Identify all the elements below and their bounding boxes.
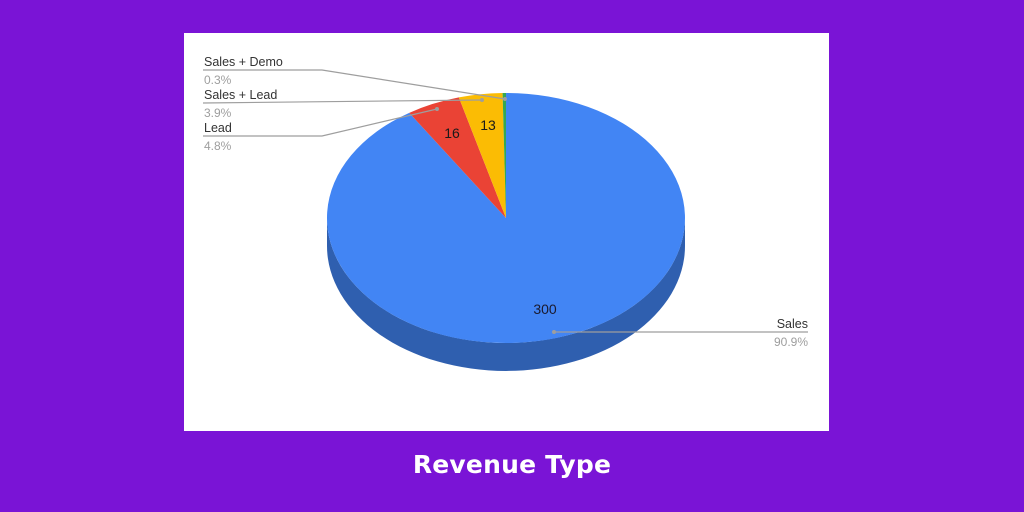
leader-sales-lead (202, 99, 483, 104)
pct-sales-lead: 3.9% (204, 106, 232, 120)
slice-sales-lead[interactable] (458, 93, 506, 218)
slice-value-lead: 16 (444, 125, 460, 141)
pie-side (327, 218, 685, 371)
label-lead: Lead (204, 121, 232, 135)
slice-sales[interactable] (326, 93, 685, 343)
slice-value-sales-lead: 13 (480, 117, 496, 133)
pct-sales: 90.9% (774, 335, 808, 349)
pct-sales-demo: 0.3% (204, 73, 232, 87)
slice-sales-demo[interactable] (502, 92, 506, 218)
pct-lead: 4.8% (204, 139, 232, 153)
pie-chart: 300 16 13 Sales + Demo 0.3% Sales + Lead… (202, 55, 808, 371)
leader-lead (203, 108, 438, 137)
leader-dots (435, 97, 556, 334)
chart-card: 300 16 13 Sales + Demo 0.3% Sales + Lead… (184, 33, 829, 431)
chart-caption: Revenue Type (412, 450, 612, 479)
label-sales-demo: Sales + Demo (204, 55, 283, 69)
label-sales-lead: Sales + Lead (204, 88, 277, 102)
label-sales: Sales (777, 317, 808, 331)
slice-lead[interactable] (409, 97, 506, 218)
leader-sales-demo (203, 69, 506, 100)
slice-value-sales: 300 (533, 301, 557, 317)
leader-lines (202, 69, 808, 333)
